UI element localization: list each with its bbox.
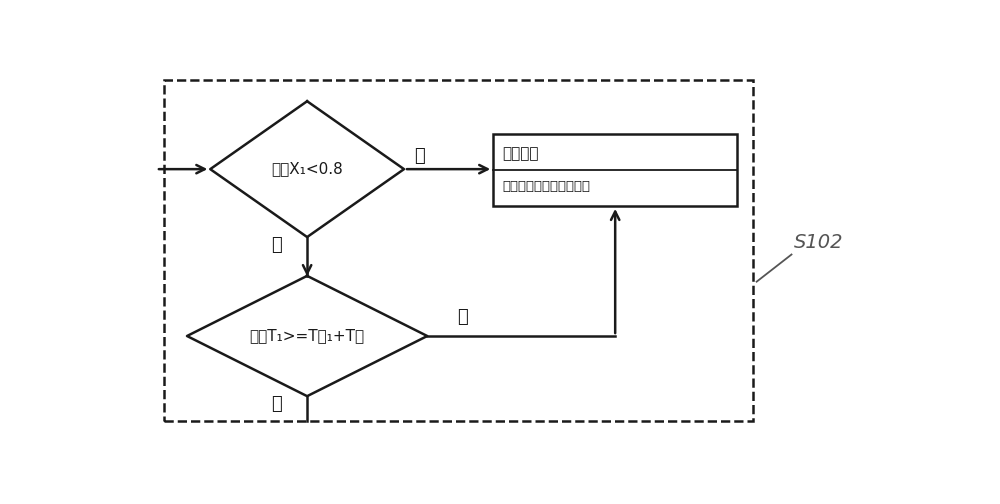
Text: 否: 否 — [457, 307, 468, 326]
Text: 计算停止: 计算停止 — [502, 146, 539, 161]
Bar — [164, 80, 753, 421]
Text: S102: S102 — [794, 233, 843, 253]
Bar — [493, 134, 737, 206]
Text: 是: 是 — [271, 236, 282, 254]
Text: 否: 否 — [414, 147, 425, 165]
Text: 是: 是 — [271, 395, 282, 413]
Text: 验证X₁<0.8: 验证X₁<0.8 — [271, 162, 343, 176]
Text: 验证T₁>=T排₁+T行: 验证T₁>=T排₁+T行 — [250, 329, 365, 344]
Text: 通行技术不适用此交叉口: 通行技术不适用此交叉口 — [502, 180, 590, 193]
